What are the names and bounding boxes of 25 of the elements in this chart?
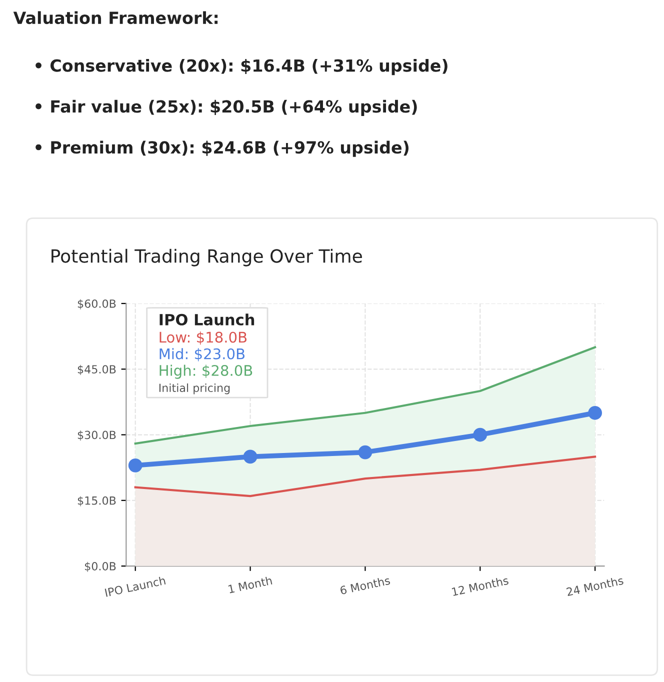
x-tick-label: 6 Months (340, 576, 390, 595)
text: • Premium (30x): $24.6B (+97% upside) (36, 140, 408, 157)
x-tick-label: 1 Month (228, 576, 272, 594)
point (473, 428, 488, 442)
text: • Fair value (25x): $20.5B (+64% upside) (36, 100, 417, 116)
annotation: Mid: $23.0B (160, 348, 244, 362)
x-tick-label: IPO Launch (104, 576, 166, 597)
x-tick-label: 12 Months (452, 576, 509, 596)
text: • Conservative (20x): $16.4B (+31% upside) (36, 58, 448, 76)
y-tick-label: $30.0B (78, 430, 116, 441)
annotation: IPO Launch (160, 314, 254, 326)
point (588, 406, 602, 420)
annotation: Low: $18.0B (160, 331, 247, 345)
y-tick-label: $15.0B (78, 496, 116, 506)
text: Valuation Framework: (13, 11, 218, 24)
annotation: Initial pricing (159, 383, 230, 394)
y-tick-label: $0.0B (84, 562, 116, 572)
point (358, 445, 372, 460)
y-tick-label: $60.0B (78, 299, 116, 310)
point (128, 458, 142, 472)
chart-title: Potential Trading Range Over Time (52, 248, 362, 266)
x-tick-label: 24 Months (566, 576, 624, 596)
annotation: High: $28.0B (160, 364, 252, 379)
point (243, 450, 258, 464)
y-tick-label: $45.0B (78, 364, 116, 375)
